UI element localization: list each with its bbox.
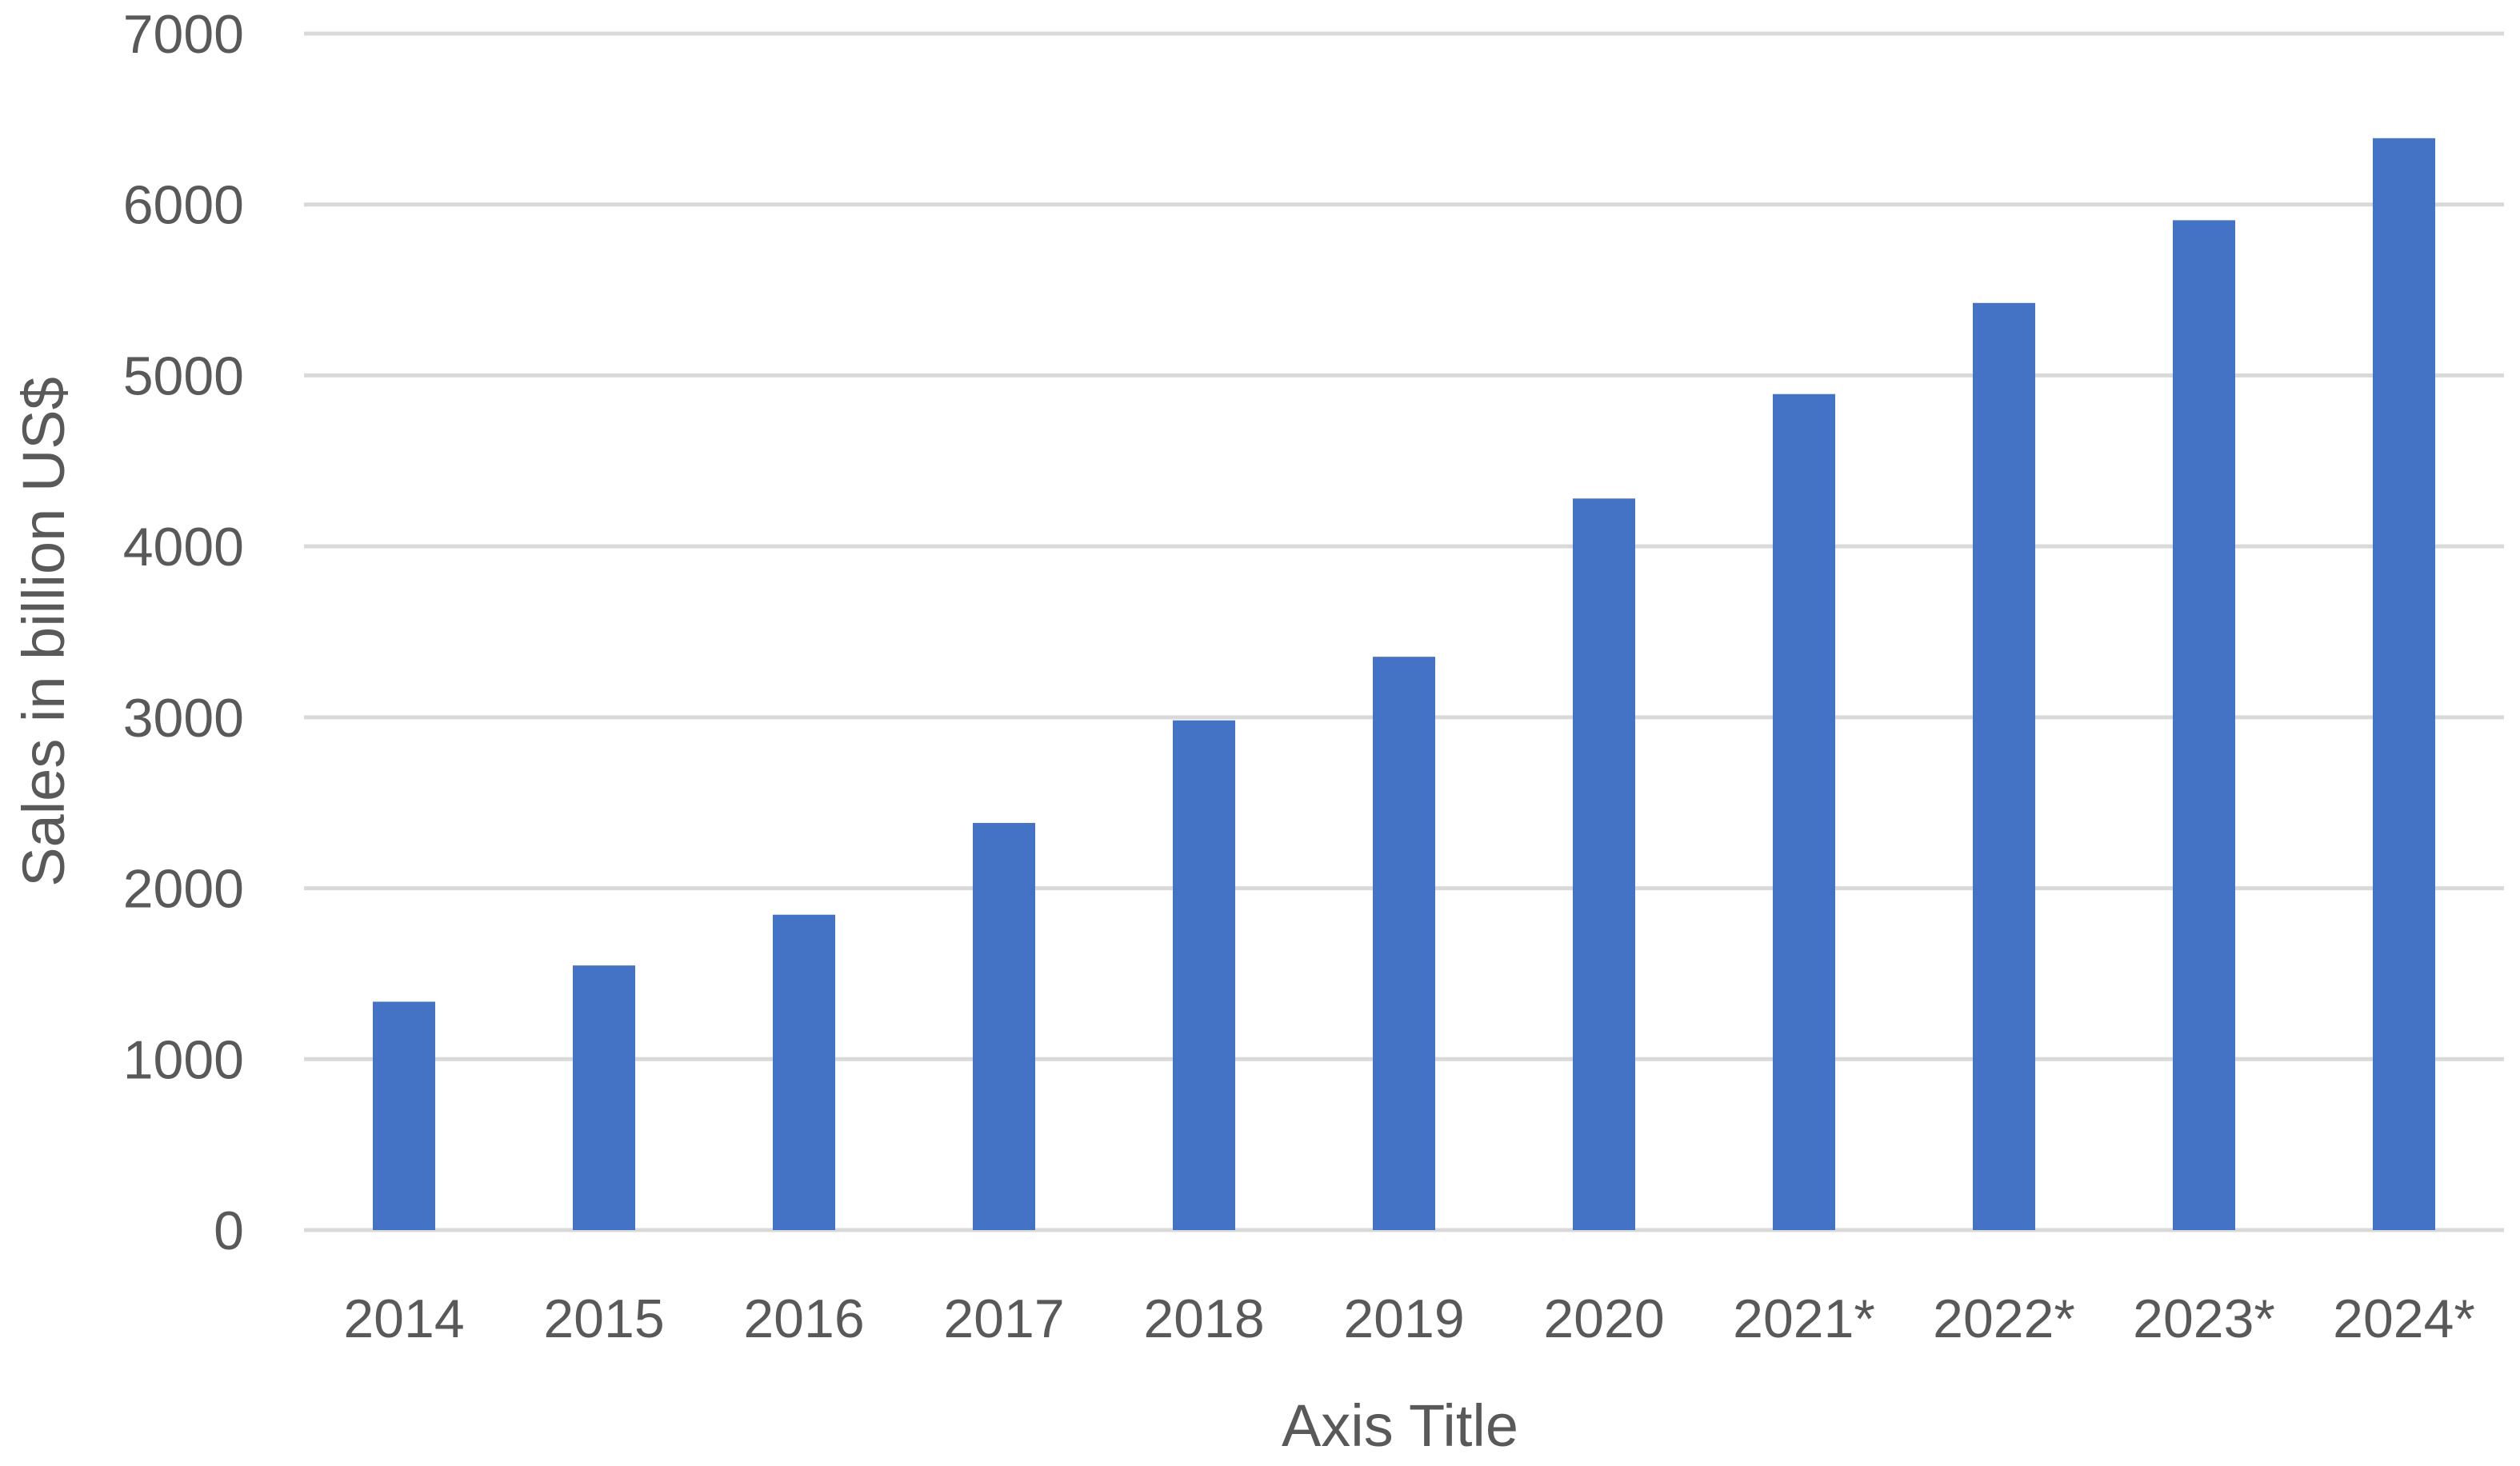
bar-2019 [1373,657,1435,1230]
bar-2022-est [1973,302,2035,1230]
bar-2018 [1173,720,1235,1230]
x-tick-label: 2018 [1143,1288,1264,1349]
x-tick-label: 2023* [2133,1288,2275,1349]
y-tick-label: 1000 [123,1029,244,1090]
x-tick-label: 2024* [2333,1288,2475,1349]
x-tick-label: 2017 [943,1288,1064,1349]
y-tick-label: 4000 [123,517,244,577]
bar-2015 [573,965,635,1230]
x-tick-label: 2021* [1733,1288,1875,1349]
bar-2023-est [2173,220,2235,1231]
x-tick-label: 2016 [743,1288,864,1349]
y-tick-label: 5000 [123,346,244,406]
bar-2021-est [1773,393,1835,1231]
y-axis-title: Sales in billion US$ [10,377,77,887]
y-axis-ticks: 0 1000 2000 3000 4000 5000 6000 7000 [123,4,244,1261]
bar-2014 [373,1001,435,1230]
y-tick-label: 6000 [123,175,244,236]
x-tick-label: 2015 [543,1288,664,1349]
y-tick-label: 2000 [123,859,244,920]
x-tick-label: 2019 [1343,1288,1464,1349]
x-tick-label: 2020 [1543,1288,1664,1349]
x-tick-label: 2022* [1933,1288,2075,1349]
x-axis-title: Axis Title [1282,1392,1518,1459]
bar-2017 [973,822,1035,1230]
bar-2020 [1573,498,1635,1230]
y-tick-label: 0 [214,1200,244,1261]
x-axis-ticks: 2014 2015 2016 2017 2018 2019 2020 2021* 2022* 20… [343,1288,2475,1349]
bar-2016 [773,914,835,1230]
y-tick-label: 3000 [123,688,244,749]
y-tick-label: 7000 [123,4,244,65]
bars [373,138,2435,1231]
bar-2024-est [2373,138,2435,1231]
x-tick-label: 2014 [343,1288,464,1349]
